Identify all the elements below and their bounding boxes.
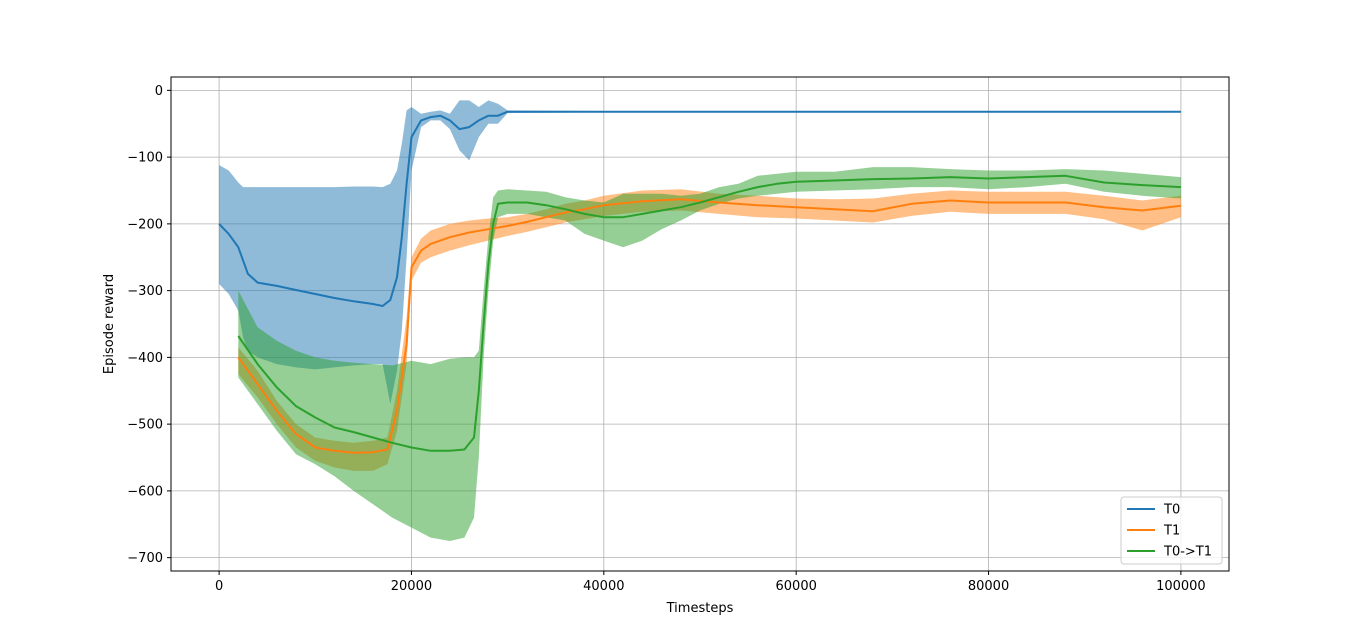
y-tick-label: −700 <box>127 551 163 566</box>
y-tick-label: −600 <box>127 484 163 499</box>
legend-label: T0 <box>1163 503 1180 518</box>
legend: T0 T1 T0->T1 <box>1120 496 1223 565</box>
y-tick-label: 0 <box>155 84 163 99</box>
y-tick-label: −300 <box>127 284 163 299</box>
x-tick-label: 80000 <box>968 579 1009 594</box>
line-series-2 <box>237 174 1181 452</box>
confidence-bands <box>219 100 1181 541</box>
legend-label: T0->T1 <box>1163 545 1212 560</box>
plot-area-frame <box>170 76 1230 572</box>
y-axis-ticks: 0 −100 −200 −300 −400 −500 −600 −700 <box>127 84 171 566</box>
y-tick-label: −200 <box>127 217 163 232</box>
series-lines <box>218 110 1182 454</box>
y-axis-label: Episode reward <box>102 274 117 374</box>
x-axis-label: Timesteps <box>666 601 734 616</box>
x-tick-label: 0 <box>215 579 223 594</box>
x-tick-label: 100000 <box>1156 579 1206 594</box>
legend-label: T1 <box>1163 524 1180 539</box>
line-series-1 <box>237 198 1182 454</box>
y-tick-label: −100 <box>127 151 163 166</box>
line-series-0 <box>218 110 1181 307</box>
x-axis-ticks: 0 20000 40000 60000 80000 100000 <box>215 571 1206 594</box>
y-tick-label: −500 <box>127 418 163 433</box>
x-tick-label: 40000 <box>583 579 624 594</box>
band-series-2 <box>238 167 1181 541</box>
x-tick-label: 60000 <box>776 579 817 594</box>
y-tick-label: −400 <box>127 351 163 366</box>
x-tick-label: 20000 <box>391 579 432 594</box>
legend-box <box>1120 496 1223 565</box>
